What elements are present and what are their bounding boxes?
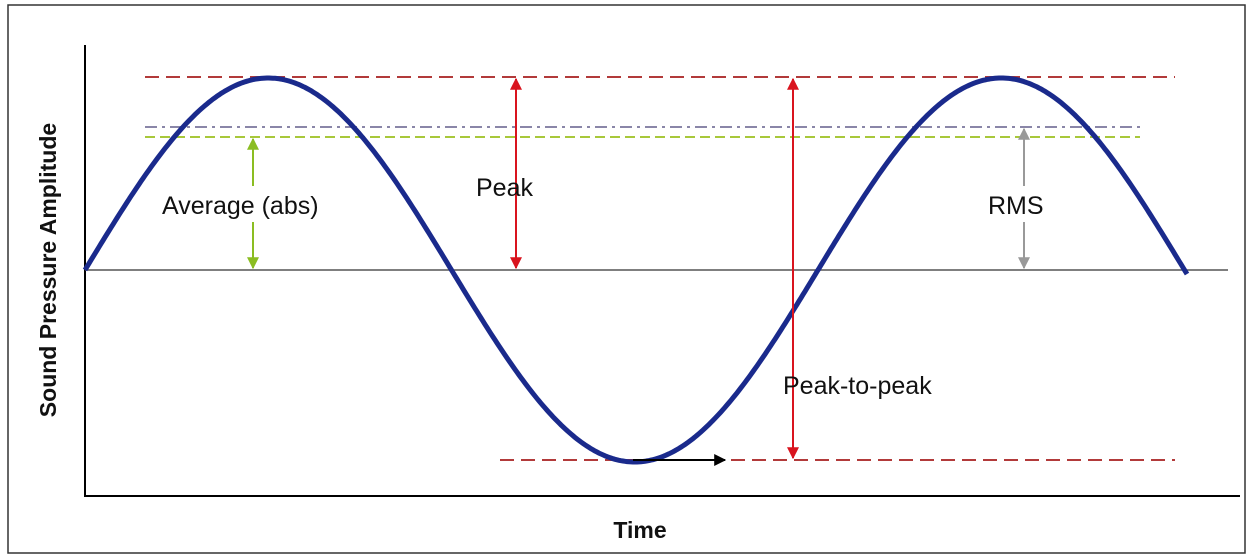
label-bg xyxy=(158,186,372,222)
average-label: Average (abs) xyxy=(162,192,319,220)
sine-wave xyxy=(82,75,1190,465)
peak-label: Peak xyxy=(476,174,533,202)
label-bg xyxy=(984,186,1066,222)
y-axis-label: Sound Pressure Amplitude xyxy=(35,123,61,417)
x-axis-label: Time xyxy=(613,517,666,543)
peak-to-peak-label: Peak-to-peak xyxy=(783,372,932,400)
frame xyxy=(7,4,1246,554)
rms-label: RMS xyxy=(988,192,1044,220)
